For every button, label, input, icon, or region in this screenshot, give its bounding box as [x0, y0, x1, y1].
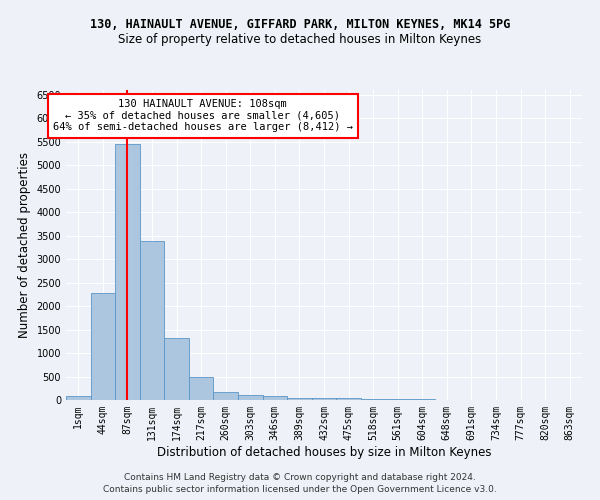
- X-axis label: Distribution of detached houses by size in Milton Keynes: Distribution of detached houses by size …: [157, 446, 491, 458]
- Bar: [214, 392, 238, 400]
- Bar: [115, 144, 140, 400]
- Text: Size of property relative to detached houses in Milton Keynes: Size of property relative to detached ho…: [118, 32, 482, 46]
- Bar: [189, 378, 214, 400]
- Bar: [361, 398, 385, 400]
- Bar: [238, 396, 263, 400]
- Bar: [164, 338, 189, 400]
- Bar: [385, 399, 410, 400]
- Text: Contains HM Land Registry data © Crown copyright and database right 2024.: Contains HM Land Registry data © Crown c…: [124, 472, 476, 482]
- Bar: [140, 241, 164, 400]
- Text: 130 HAINAULT AVENUE: 108sqm
← 35% of detached houses are smaller (4,605)
64% of : 130 HAINAULT AVENUE: 108sqm ← 35% of det…: [53, 100, 353, 132]
- Bar: [312, 398, 336, 400]
- Text: 130, HAINAULT AVENUE, GIFFARD PARK, MILTON KEYNES, MK14 5PG: 130, HAINAULT AVENUE, GIFFARD PARK, MILT…: [90, 18, 510, 30]
- Text: Contains public sector information licensed under the Open Government Licence v3: Contains public sector information licen…: [103, 485, 497, 494]
- Bar: [91, 293, 115, 400]
- Y-axis label: Number of detached properties: Number of detached properties: [18, 152, 31, 338]
- Bar: [263, 396, 287, 400]
- Bar: [287, 398, 312, 400]
- Bar: [66, 396, 91, 400]
- Bar: [336, 398, 361, 400]
